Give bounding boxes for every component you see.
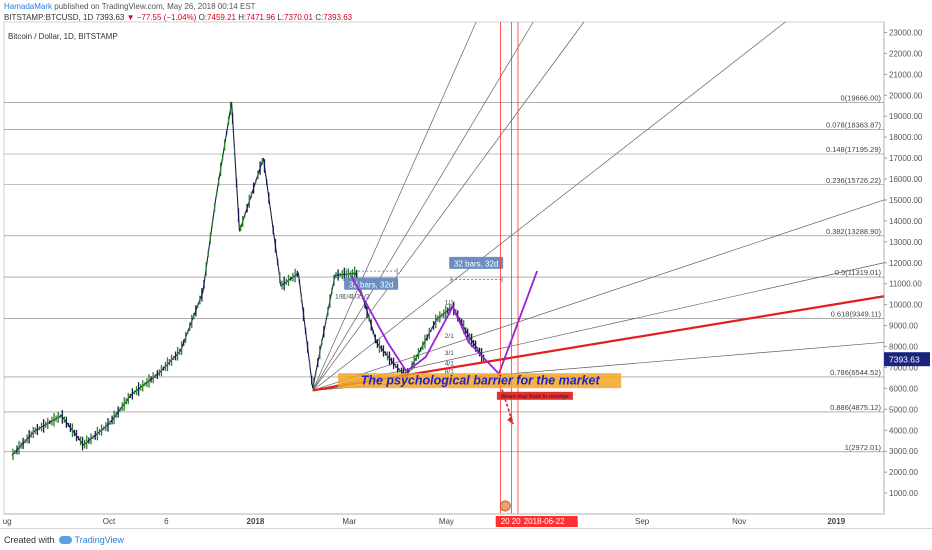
note-bg bbox=[496, 391, 573, 400]
range-label-bg bbox=[449, 256, 504, 269]
x-tick-label: Nov bbox=[732, 517, 746, 526]
h-value: 7471.96 bbox=[246, 13, 276, 22]
fib-level-label: 0.5(11319.01) bbox=[835, 268, 882, 277]
note-text: Bears may Back to revenge bbox=[501, 394, 569, 400]
y-tick-label: 8000.00 bbox=[889, 343, 918, 352]
range-label: 32 bars, 32d bbox=[349, 280, 393, 289]
y-tick-label: 16000.00 bbox=[889, 175, 923, 184]
chart-title: Bitcoin / Dollar, 1D, BITSTAMP bbox=[8, 32, 118, 41]
y-tick-label: 10000.00 bbox=[889, 301, 923, 310]
y-tick-label: 9000.00 bbox=[889, 322, 918, 331]
y-tick-label: 21000.00 bbox=[889, 70, 923, 79]
last-price-label: 7393.63 bbox=[889, 355, 920, 365]
y-tick-label: 7000.00 bbox=[889, 363, 918, 372]
gann-fan-ray bbox=[312, 21, 585, 391]
y-tick-label: 15000.00 bbox=[889, 196, 923, 205]
fib-level-label: 0.786(6544.52) bbox=[830, 368, 881, 377]
gann-ratio-label: 4/1 bbox=[445, 360, 454, 367]
gann-ratio-label: 1/8 bbox=[335, 293, 344, 300]
c-label: C: bbox=[315, 13, 324, 22]
gann-ratio-label: 2/1 bbox=[445, 333, 454, 340]
x-tick-label: 2019 bbox=[827, 517, 845, 526]
fib-level-label: 0.148(17195.29) bbox=[826, 145, 882, 154]
gann-ratio-label: 8/1 bbox=[445, 369, 454, 376]
y-tick-label: 1000.00 bbox=[889, 489, 918, 498]
arrow-head-icon bbox=[507, 415, 514, 424]
date-label: 2018-06-22 bbox=[524, 517, 565, 526]
y-tick-label: 5000.00 bbox=[889, 405, 918, 414]
x-tick-label: May bbox=[439, 517, 454, 526]
down-arrow-icon: ▼ bbox=[126, 13, 135, 22]
fib-level-label: 0.236(15726.22) bbox=[826, 176, 882, 185]
y-tick-label: 6000.00 bbox=[889, 384, 918, 393]
chart-canvas[interactable]: 1000.00 2000.00 3000.00 4000.00 5000.00 6000.… bbox=[0, 0, 932, 528]
barrier-label: The psychological barrier for the market bbox=[361, 374, 601, 388]
fib-level-label: 0(19666.00) bbox=[841, 93, 882, 102]
x-tick-label: Mar bbox=[342, 517, 356, 526]
fib-level-label: 0.886(4875.12) bbox=[830, 403, 881, 412]
y-tick-label: 19000.00 bbox=[889, 112, 923, 121]
cloud-icon bbox=[58, 535, 72, 544]
symbol-info: BITSTAMP:BTCUSD, 1D 7393.63 ▼ −77.55 (−1… bbox=[4, 13, 352, 22]
created-with-text: Created with bbox=[4, 534, 55, 545]
y-tick-label: 20000.00 bbox=[889, 91, 923, 100]
purple-projection-path bbox=[350, 270, 538, 376]
y-tick-label: 2000.00 bbox=[889, 468, 918, 477]
event-marker-icon bbox=[499, 500, 511, 512]
date-label: 20 bbox=[501, 517, 510, 526]
y-tick-label: 22000.00 bbox=[889, 49, 923, 58]
o-value: 7459.21 bbox=[207, 13, 236, 22]
x-tick-label: ug bbox=[3, 517, 12, 526]
l-value: 7370.01 bbox=[284, 13, 313, 22]
y-tick-label: 17000.00 bbox=[889, 154, 923, 163]
fib-level-label: 0.382(13288.90) bbox=[826, 227, 882, 236]
gann-ratio-label: 1/1 bbox=[445, 300, 454, 307]
l-label: L: bbox=[277, 13, 285, 22]
tradingview-brand: TradingView bbox=[74, 534, 125, 545]
x-tick-label: 2018 bbox=[247, 517, 265, 526]
range-label: 32 bars, 32d bbox=[454, 259, 498, 268]
x-tick-label: Sep bbox=[635, 517, 650, 526]
author-link[interactable]: HamadaMark bbox=[4, 2, 53, 11]
y-tick-label: 18000.00 bbox=[889, 133, 923, 142]
y-tick-label: 12000.00 bbox=[889, 259, 923, 268]
h-label: H: bbox=[238, 13, 247, 22]
tradingview-logo[interactable]: TradingView bbox=[58, 534, 125, 545]
date-label: 20 bbox=[512, 517, 521, 526]
gann-ratio-label: 1/4 bbox=[343, 293, 352, 300]
y-tick-label: 23000.00 bbox=[889, 28, 923, 37]
footer: Created with TradingView bbox=[0, 528, 932, 550]
y-tick-label: 13000.00 bbox=[889, 238, 923, 247]
fib-level-label: 0.078(18363.87) bbox=[826, 121, 882, 130]
x-tick-label: 6 bbox=[164, 517, 169, 526]
change-text: −77.55 (−1.04%) bbox=[136, 13, 197, 22]
gann-fan-ray bbox=[312, 199, 885, 391]
fib-level-label: 0.618(9349.11) bbox=[831, 309, 882, 318]
x-tick-label: Oct bbox=[103, 517, 116, 526]
last-price-text: 7393.63 bbox=[95, 13, 125, 22]
symbol-text: BITSTAMP:BTCUSD, 1D bbox=[4, 13, 94, 22]
fib-level-label: 1(2972.01) bbox=[845, 443, 882, 452]
gann-fan-ray bbox=[312, 21, 786, 391]
date-label-bg bbox=[495, 516, 578, 527]
last-price-tag bbox=[884, 352, 930, 367]
barrier-label-bg bbox=[338, 373, 622, 389]
y-tick-label: 3000.00 bbox=[889, 447, 918, 456]
c-value: 7393.63 bbox=[323, 13, 353, 22]
gann-fan-ray bbox=[312, 21, 534, 391]
publish-text: published on TradingView.com, May 26, 20… bbox=[54, 2, 256, 11]
gann-ratio-label: 1/2 bbox=[360, 293, 369, 300]
y-tick-label: 11000.00 bbox=[889, 280, 922, 289]
publish-info: HamadaMark published on TradingView.com,… bbox=[4, 2, 256, 11]
gann-fan-ray bbox=[312, 21, 477, 391]
o-label: O: bbox=[198, 13, 208, 22]
y-tick-label: 4000.00 bbox=[889, 426, 918, 435]
plot-area bbox=[3, 21, 885, 515]
gann-ratio-label: 3/1 bbox=[445, 350, 454, 357]
gann-ratio-label: 1/3 bbox=[351, 293, 360, 300]
y-tick-label: 14000.00 bbox=[889, 217, 923, 226]
